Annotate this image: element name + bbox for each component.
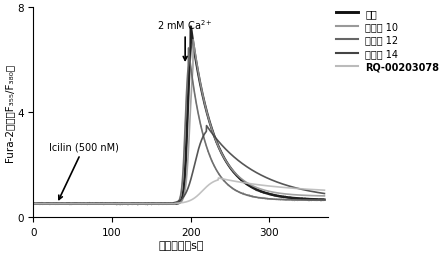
RQ-00203078 [160, 202, 166, 205]
对照 [166, 202, 171, 205]
对照 [65, 202, 70, 205]
化合物 10 [322, 195, 327, 198]
化合物 14 [196, 147, 202, 150]
化合物 12 [197, 117, 202, 120]
化合物 10 [197, 76, 202, 79]
对照 [31, 202, 36, 205]
化合物 10 [53, 202, 59, 205]
化合物 14 [160, 202, 166, 205]
Line: 化合物 14: 化合物 14 [33, 126, 325, 204]
RQ-00203078 [53, 202, 59, 205]
化合物 12 [31, 202, 36, 205]
化合物 12 [154, 202, 159, 205]
化合物 14 [53, 202, 59, 205]
RQ-00203078 [216, 177, 221, 180]
对照 [53, 202, 59, 205]
化合物 14 [154, 202, 159, 205]
Text: 2 mM Ca$^{2+}$: 2 mM Ca$^{2+}$ [157, 19, 213, 61]
Legend: 对照, 化合物 10, 化合物 12, 化合物 14, RQ-00203078: 对照, 化合物 10, 化合物 12, 化合物 14, RQ-00203078 [336, 9, 440, 72]
化合物 10 [65, 202, 70, 205]
Line: 化合物 10: 化合物 10 [33, 40, 325, 204]
化合物 10 [190, 39, 196, 42]
化合物 12 [65, 202, 70, 205]
Line: RQ-00203078: RQ-00203078 [33, 178, 325, 204]
化合物 14 [204, 124, 209, 128]
Text: Icilin (500 nM): Icilin (500 nM) [49, 142, 119, 200]
Line: 对照: 对照 [33, 27, 325, 204]
化合物 10 [31, 202, 36, 205]
RQ-00203078 [196, 193, 202, 196]
RQ-00203078 [154, 202, 159, 205]
对照 [154, 202, 159, 205]
化合物 14 [65, 202, 70, 205]
RQ-00203078 [65, 202, 70, 205]
对照 [160, 202, 166, 205]
化合物 10 [160, 202, 166, 205]
对照 [197, 77, 202, 81]
化合物 14 [31, 202, 36, 205]
对照 [322, 198, 327, 201]
化合物 12 [53, 202, 59, 205]
化合物 12 [160, 202, 166, 205]
化合物 12 [322, 199, 327, 202]
化合物 10 [154, 202, 159, 205]
RQ-00203078 [322, 189, 327, 192]
化合物 14 [322, 192, 327, 195]
化合物 10 [166, 202, 171, 205]
化合物 12 [166, 202, 171, 205]
Y-axis label: Fura-2比率（F₃₅₅/F₃₈₀）: Fura-2比率（F₃₅₅/F₃₈₀） [4, 64, 14, 162]
X-axis label: 记录时长（s）: 记录时长（s） [158, 240, 204, 250]
RQ-00203078 [31, 202, 36, 205]
化合物 12 [186, 47, 191, 51]
对照 [188, 26, 194, 29]
RQ-00203078 [166, 202, 171, 205]
化合物 14 [166, 202, 171, 205]
Line: 化合物 12: 化合物 12 [33, 49, 325, 204]
